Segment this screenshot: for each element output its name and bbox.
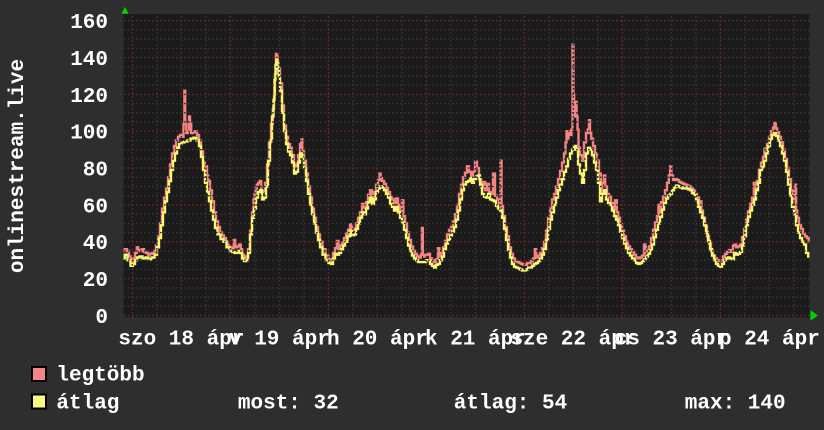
svg-text:átlag: 54: átlag: 54	[454, 392, 567, 415]
svg-text:v 19 ápr: v 19 ápr	[229, 329, 330, 352]
svg-text:szo 18 ápr: szo 18 ápr	[118, 329, 244, 352]
svg-text:p 24 ápr: p 24 ápr	[719, 329, 820, 352]
svg-text:max: 140: max: 140	[685, 392, 786, 415]
svg-text:átlag: átlag	[56, 392, 119, 415]
svg-text:100: 100	[70, 123, 108, 146]
svg-text:40: 40	[83, 233, 108, 256]
svg-text:0: 0	[95, 307, 108, 330]
svg-text:80: 80	[83, 160, 108, 183]
svg-text:cs 23 ápr: cs 23 ápr	[615, 329, 728, 352]
svg-text:20: 20	[83, 270, 108, 293]
svg-text:onlinestream.live: onlinestream.live	[7, 59, 30, 273]
svg-text:k 21 ápr: k 21 ápr	[425, 329, 526, 352]
svg-text:legtöbb: legtöbb	[56, 365, 144, 388]
svg-text:160: 160	[70, 12, 108, 35]
svg-text:60: 60	[83, 196, 108, 219]
svg-text:140: 140	[70, 49, 108, 72]
svg-text:sze 22 ápr: sze 22 ápr	[510, 329, 636, 352]
svg-text:most: 32: most: 32	[238, 392, 339, 415]
svg-text:h 20 ápr: h 20 ápr	[327, 329, 428, 352]
svg-text:120: 120	[70, 86, 108, 109]
